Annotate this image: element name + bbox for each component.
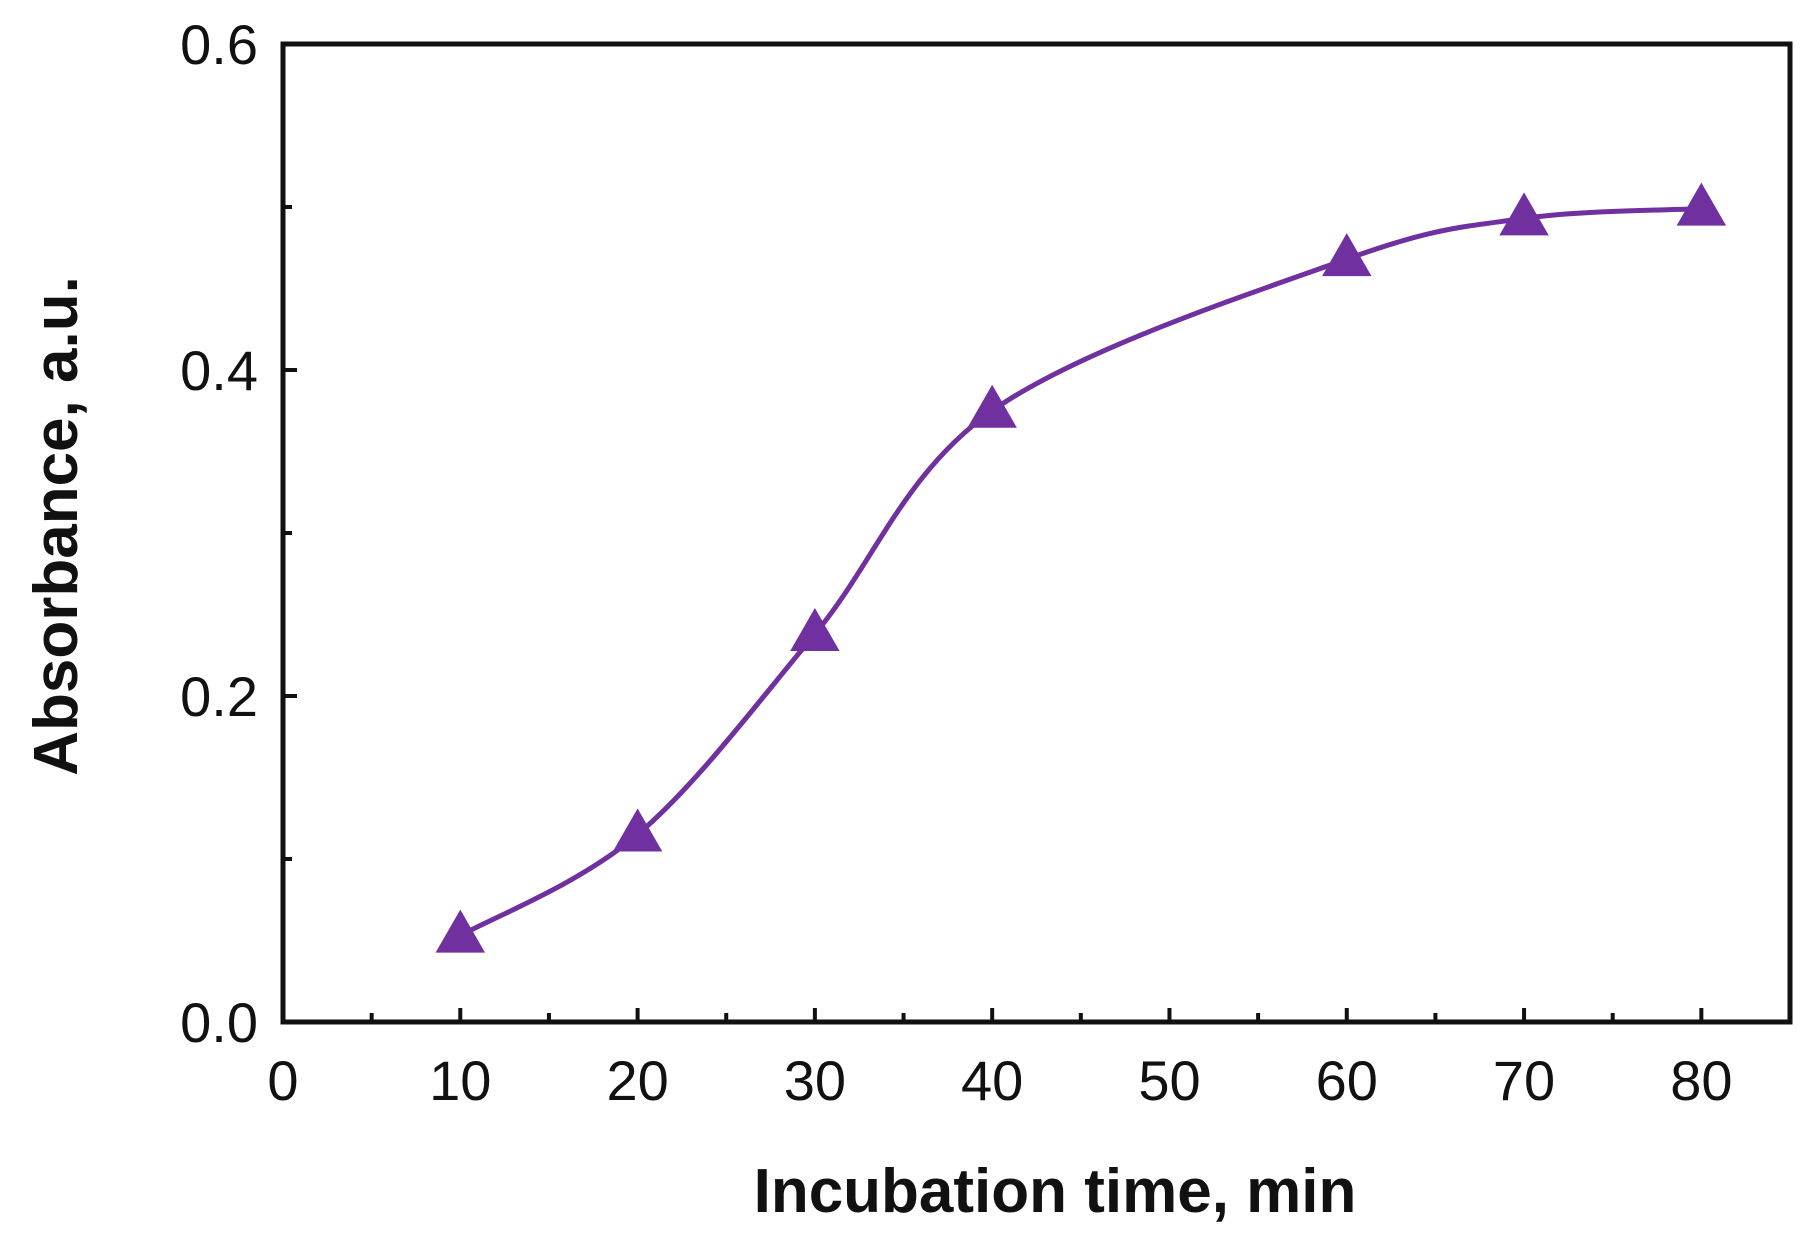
data-point-marker — [435, 909, 486, 953]
y-tick-label: 0.4 — [180, 339, 258, 402]
x-tick-label: 50 — [1138, 1049, 1200, 1112]
x-tick-label: 0 — [267, 1049, 298, 1112]
x-tick-label: 20 — [606, 1049, 668, 1112]
axes-layer — [280, 41, 1793, 1025]
marker-layer — [435, 182, 1727, 953]
x-tick-label: 80 — [1670, 1049, 1732, 1112]
y-tick-label: 0.0 — [180, 991, 258, 1054]
x-tick-label: 70 — [1493, 1049, 1555, 1112]
y-tick-label: 0.6 — [180, 13, 258, 76]
x-tick-label: 10 — [429, 1049, 491, 1112]
x-tick-label: 40 — [961, 1049, 1023, 1112]
x-axis-title: Incubation time, min — [754, 1157, 1357, 1226]
x-tick-label: 60 — [1316, 1049, 1378, 1112]
plot-frame — [280, 41, 1793, 1025]
data-point-marker — [1676, 182, 1727, 226]
data-point-marker — [790, 608, 840, 652]
data-point-marker — [612, 808, 663, 852]
data-point-marker — [1499, 192, 1549, 236]
data-point-marker — [1322, 233, 1372, 277]
data-point-marker — [967, 384, 1017, 428]
label-layer: Incubation time, min Absorbance, a.u. 0 1… — [22, 13, 1733, 1226]
x-tick-label: 30 — [784, 1049, 846, 1112]
y-axis-title: Absorbance, a.u. — [22, 276, 91, 776]
y-tick-label: 0.2 — [180, 665, 258, 728]
